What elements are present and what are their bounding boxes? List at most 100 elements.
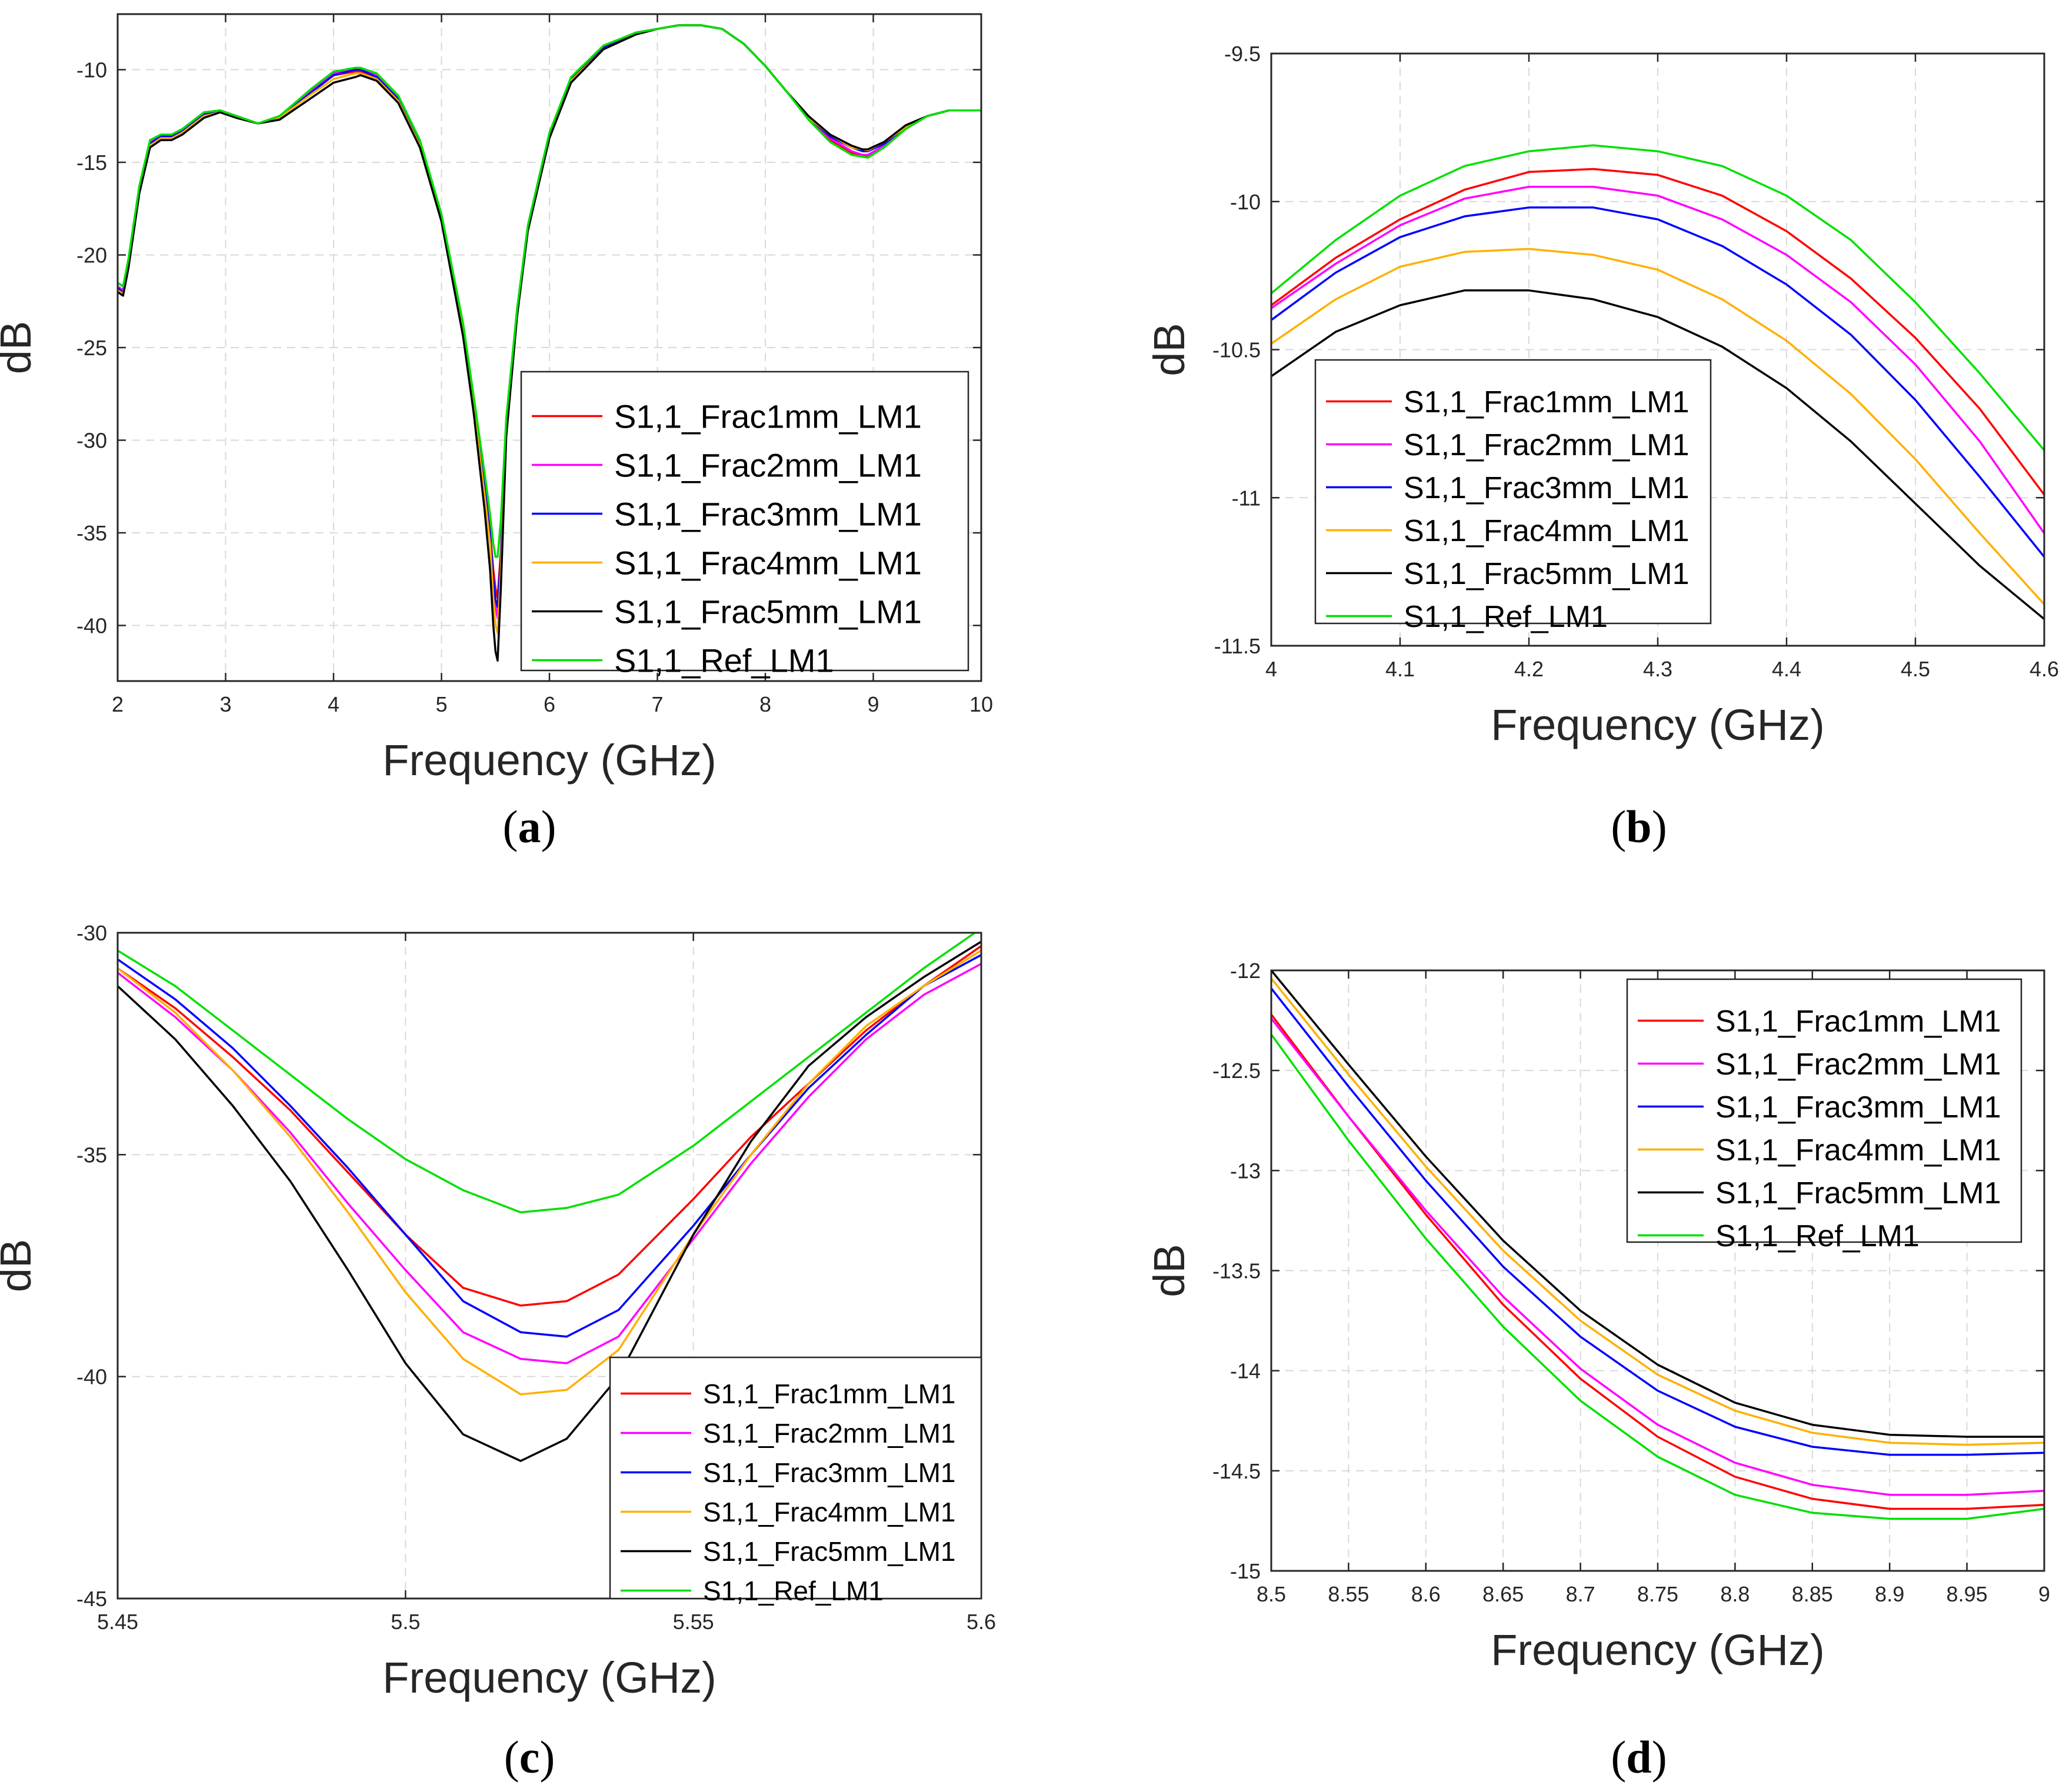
legend-label-5: S1,1_Frac5mm_LM1 (703, 1536, 956, 1567)
y-tick-label: -10 (1230, 190, 1261, 214)
series-line-4 (118, 949, 981, 1396)
x-tick-label: 8.55 (1328, 1582, 1369, 1606)
legend-label-6: S1,1_Ref_LM1 (1715, 1219, 1920, 1253)
legend-label-2: S1,1_Frac2mm_LM1 (614, 447, 922, 484)
y-axis-title: dB (1145, 323, 1194, 376)
x-tick-label: 3 (219, 692, 231, 716)
series-line-5 (118, 24, 981, 662)
y-tick-label: -11.5 (1214, 634, 1261, 658)
y-tick-label: -35 (76, 521, 107, 545)
x-tick-label: 4.1 (1385, 657, 1415, 681)
x-tick-label: 5.5 (391, 1610, 420, 1634)
x-tick-label: 8.9 (1875, 1582, 1904, 1606)
x-tick-label: 8.85 (1792, 1582, 1833, 1606)
legend-label-5: S1,1_Frac5mm_LM1 (1715, 1176, 2001, 1210)
x-tick-label: 8.5 (1257, 1582, 1286, 1606)
x-tick-label: 6 (544, 692, 555, 716)
caption-a: (a) (503, 801, 557, 852)
series-line-2 (1271, 1017, 2044, 1496)
caption-b: (b) (1611, 801, 1667, 852)
legend-box (1314, 359, 1712, 625)
legend-label-6: S1,1_Ref_LM1 (614, 642, 834, 679)
series-group (1271, 970, 2044, 1520)
legend-label-4: S1,1_Frac4mm_LM1 (1715, 1133, 2001, 1167)
y-tick-label: -15 (76, 151, 107, 175)
x-tick-label: 4 (1265, 657, 1277, 681)
x-tick-label: 10 (969, 692, 993, 716)
x-tick-label: 8.8 (1720, 1582, 1750, 1606)
legend-label-1: S1,1_Frac1mm_LM1 (1715, 1005, 2001, 1039)
x-tick-label: 2 (112, 692, 124, 716)
chart-panels: 2 3 4 5 6 7 8 9 10 -40 -35 -30 -25 -20 -15 -10 Frequency… (0, 13, 2059, 1702)
x-axis-title: Frequency (GHz) (1491, 1626, 1824, 1674)
series-line-1 (118, 945, 981, 1307)
y-tick-label: -11 (1232, 486, 1261, 510)
y-tick-label: -12 (1230, 959, 1261, 983)
y-tick-label: -10.5 (1212, 338, 1261, 362)
legend-label-4: S1,1_Frac4mm_LM1 (1404, 514, 1690, 548)
chart-panel-a: 2 3 4 5 6 7 8 9 10 -40 -35 -30 -25 -20 -15 -10 Frequency… (0, 13, 993, 785)
x-tick-label: 4.3 (1643, 657, 1672, 681)
x-tick-label: 4.5 (1901, 657, 1930, 681)
legend-label-1: S1,1_Frac1mm_LM1 (1404, 385, 1690, 419)
legend-box (609, 1356, 982, 1600)
y-tick-label: -40 (76, 614, 107, 638)
series-line-2 (1271, 185, 2044, 534)
x-tick-label: 4 (328, 692, 339, 716)
x-axis-title: Frequency (GHz) (382, 1653, 716, 1702)
x-tick-label: 8.6 (1411, 1582, 1441, 1606)
y-tick-label: -35 (76, 1143, 107, 1167)
y-tick-label: -30 (76, 921, 107, 945)
y-tick-label: -14 (1230, 1359, 1261, 1383)
legend-label-4: S1,1_Frac4mm_LM1 (614, 545, 922, 582)
x-tick-label: 4.6 (2030, 657, 2059, 681)
x-tick-label: 8.95 (1947, 1582, 1988, 1606)
legend-label-3: S1,1_Frac3mm_LM1 (1715, 1090, 2001, 1124)
series-line-4 (1271, 248, 2044, 605)
y-tick-label: -13.5 (1212, 1259, 1261, 1283)
series-line-6 (118, 933, 977, 1214)
y-tick-label: -15 (1230, 1559, 1261, 1583)
x-tick-label: 7 (651, 692, 663, 716)
legend-label-1: S1,1_Frac1mm_LM1 (703, 1379, 956, 1409)
legend-label-4: S1,1_Frac4mm_LM1 (703, 1497, 956, 1527)
series-line-6 (118, 24, 981, 558)
legend-label-5: S1,1_Frac5mm_LM1 (1404, 557, 1690, 591)
y-tick-label: -20 (76, 243, 107, 268)
y-axis-title: dB (0, 321, 40, 375)
x-tick-label: 4.4 (1772, 657, 1801, 681)
series-group (118, 24, 981, 662)
y-tick-label: -45 (76, 1587, 107, 1611)
legend: S1,1_Frac1mm_LM1 S1,1_Frac2mm_LM1 S1,1_Fra… (1626, 978, 2022, 1253)
y-tick-label: -25 (76, 336, 107, 360)
legend-label-2: S1,1_Frac2mm_LM1 (703, 1418, 956, 1449)
legend-label-3: S1,1_Frac3mm_LM1 (1404, 471, 1690, 505)
series-line-2 (118, 963, 981, 1364)
series-line-6 (1271, 144, 2044, 451)
legend-label-3: S1,1_Frac3mm_LM1 (703, 1457, 956, 1488)
chart-panel-d: 8.5 8.55 8.6 8.65 8.7 8.75 8.8 8.85 8.9 8.95 9 -15 -… (1145, 959, 2050, 1674)
series-line-4 (1271, 977, 2044, 1446)
y-axis-title: dB (0, 1239, 40, 1293)
x-tick-label: 9 (867, 692, 879, 716)
x-tick-label: 9 (2038, 1582, 2050, 1606)
legend-label-6: S1,1_Ref_LM1 (1404, 600, 1608, 634)
series-group (1271, 144, 2044, 620)
legend-label-5: S1,1_Frac5mm_LM1 (614, 593, 922, 630)
series-line-1 (1271, 1013, 2044, 1510)
chart-panel-c: 5.45 5.5 5.55 5.6 -45 -40 -35 -30 Frequency (GHz… (0, 921, 996, 1702)
x-tick-label: 8.65 (1482, 1582, 1524, 1606)
caption-d: (d) (1611, 1731, 1667, 1783)
legend-label-2: S1,1_Frac2mm_LM1 (1715, 1047, 2001, 1082)
y-tick-label: -12.5 (1212, 1059, 1261, 1083)
series-line-5 (1271, 289, 2044, 620)
x-tick-label: 8.75 (1637, 1582, 1678, 1606)
series-line-1 (1271, 168, 2044, 496)
legend-label-6: S1,1_Ref_LM1 (703, 1576, 884, 1606)
legend-label-1: S1,1_Frac1mm_LM1 (614, 398, 922, 435)
x-tick-label: 5 (435, 692, 447, 716)
series-line-6 (1271, 1033, 2044, 1520)
y-tick-label: -9.5 (1224, 42, 1261, 66)
legend-label-3: S1,1_Frac3mm_LM1 (614, 496, 922, 533)
